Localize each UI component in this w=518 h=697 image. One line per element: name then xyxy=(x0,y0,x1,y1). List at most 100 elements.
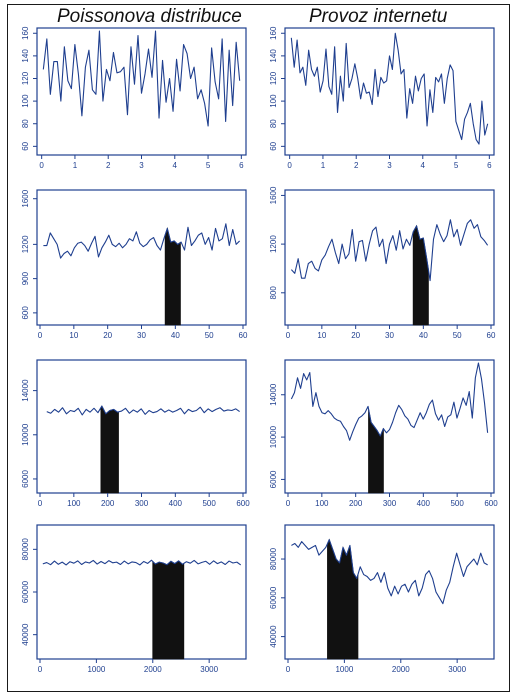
x-tick-label: 5 xyxy=(454,161,459,170)
chart-panel-8: 0 1000 2000 3000 40000 60000 80000 xyxy=(269,524,495,674)
x-tick-label: 0 xyxy=(38,665,43,674)
x-tick-label: 300 xyxy=(135,499,149,508)
y-tick-label: 1200 xyxy=(269,235,278,253)
x-tick-label: 6 xyxy=(239,161,244,170)
x-tick-label: 20 xyxy=(351,331,360,340)
y-tick-label: 600 xyxy=(21,306,30,320)
plot-box xyxy=(36,189,247,326)
y-tick-label: 80000 xyxy=(269,547,278,570)
x-tick-label: 2000 xyxy=(392,665,410,674)
x-tick-label: 50 xyxy=(205,331,214,340)
series-line xyxy=(290,32,489,145)
plot-box xyxy=(284,189,495,326)
x-tick-label: 200 xyxy=(101,499,115,508)
x-tick-label: 100 xyxy=(315,499,329,508)
chart-panel-1: 0 1 2 3 4 5 6 60 80 100 120 140 160 xyxy=(21,26,247,170)
x-tick-label: 40 xyxy=(419,331,428,340)
y-tick-label: 6000 xyxy=(269,470,278,488)
x-tick-label: 30 xyxy=(137,331,146,340)
y-tick-label: 40000 xyxy=(269,625,278,648)
x-tick-label: 1 xyxy=(73,161,78,170)
y-tick-label: 10000 xyxy=(269,425,278,448)
y-tick-label: 140 xyxy=(21,49,30,63)
chart-panel-5: 0 100 200 300 400 500 600 6000 10000 14000 xyxy=(21,359,250,508)
x-tick-label: 400 xyxy=(169,499,183,508)
series-line xyxy=(291,539,488,605)
y-tick-label: 140 xyxy=(269,49,278,63)
x-tick-label: 3 xyxy=(387,161,392,170)
y-tick-label: 100 xyxy=(21,94,30,108)
plot-box xyxy=(284,359,495,494)
series-line xyxy=(42,559,242,566)
x-tick-label: 400 xyxy=(417,499,431,508)
plot-box xyxy=(36,524,247,660)
chart-panel-6: 0 100 200 300 400 500 600 6000 10000 14000 xyxy=(269,359,498,508)
series-line xyxy=(42,30,241,127)
x-tick-label: 0 xyxy=(286,665,291,674)
y-tick-label: 14000 xyxy=(21,379,30,402)
series-line xyxy=(290,219,489,282)
y-tick-label: 40000 xyxy=(21,623,30,646)
y-tick-label: 1600 xyxy=(269,186,278,204)
x-tick-label: 3 xyxy=(139,161,144,170)
x-tick-label: 0 xyxy=(286,331,291,340)
x-tick-label: 40 xyxy=(171,331,180,340)
y-tick-label: 10000 xyxy=(21,423,30,446)
x-tick-label: 3000 xyxy=(448,665,466,674)
chart-panel-7: 0 1000 2000 3000 40000 60000 80000 xyxy=(21,524,247,674)
x-tick-label: 4 xyxy=(421,161,426,170)
y-tick-label: 60 xyxy=(21,141,30,150)
x-tick-label: 50 xyxy=(453,331,462,340)
y-tick-label: 60000 xyxy=(269,586,278,609)
x-tick-label: 600 xyxy=(484,499,498,508)
right-column-title: Provoz internetu xyxy=(309,6,448,27)
y-tick-label: 60 xyxy=(269,141,278,150)
y-tick-label: 900 xyxy=(21,271,30,285)
shaded-window xyxy=(100,405,119,494)
y-tick-label: 14000 xyxy=(269,383,278,406)
x-tick-label: 5 xyxy=(206,161,211,170)
plot-box xyxy=(36,359,247,494)
x-tick-label: 30 xyxy=(385,331,394,340)
x-tick-label: 10 xyxy=(317,331,326,340)
y-tick-label: 120 xyxy=(21,71,30,85)
x-tick-label: 1 xyxy=(321,161,326,170)
chart-panel-3: 0 10 20 30 40 50 60 600 900 1200 1600 xyxy=(21,189,248,340)
x-tick-label: 300 xyxy=(383,499,397,508)
x-tick-label: 4 xyxy=(173,161,178,170)
x-tick-label: 0 xyxy=(287,161,292,170)
x-tick-label: 60 xyxy=(239,331,248,340)
series-line xyxy=(43,223,241,259)
x-tick-label: 6 xyxy=(487,161,492,170)
x-tick-label: 1000 xyxy=(87,665,105,674)
x-tick-label: 0 xyxy=(38,499,43,508)
chart-panel-4: 0 10 20 30 40 50 60 800 1200 1600 xyxy=(269,186,496,340)
x-tick-label: 60 xyxy=(487,331,496,340)
x-tick-label: 3000 xyxy=(200,665,218,674)
y-tick-label: 120 xyxy=(269,71,278,85)
shaded-window xyxy=(152,560,185,660)
x-tick-label: 200 xyxy=(349,499,363,508)
x-tick-label: 100 xyxy=(67,499,81,508)
x-tick-label: 0 xyxy=(286,499,291,508)
x-tick-label: 500 xyxy=(202,499,216,508)
y-tick-label: 160 xyxy=(21,26,30,40)
figure-frame xyxy=(7,4,510,692)
x-tick-label: 10 xyxy=(69,331,78,340)
y-tick-label: 1600 xyxy=(21,189,30,207)
y-tick-label: 800 xyxy=(269,286,278,300)
y-tick-label: 100 xyxy=(269,94,278,108)
y-tick-label: 80 xyxy=(21,119,30,128)
series-line xyxy=(46,405,240,416)
x-tick-label: 2 xyxy=(354,161,359,170)
y-tick-label: 160 xyxy=(269,26,278,40)
series-line xyxy=(290,362,489,441)
x-tick-label: 0 xyxy=(38,331,43,340)
x-tick-label: 2 xyxy=(106,161,111,170)
chart-panel-2: 0 1 2 3 4 5 6 60 80 100 120 140 160 xyxy=(269,26,495,170)
y-tick-label: 80 xyxy=(269,119,278,128)
left-column-title: Poissonova distribuce xyxy=(57,6,242,27)
y-tick-label: 60000 xyxy=(21,580,30,603)
x-tick-label: 2000 xyxy=(144,665,162,674)
